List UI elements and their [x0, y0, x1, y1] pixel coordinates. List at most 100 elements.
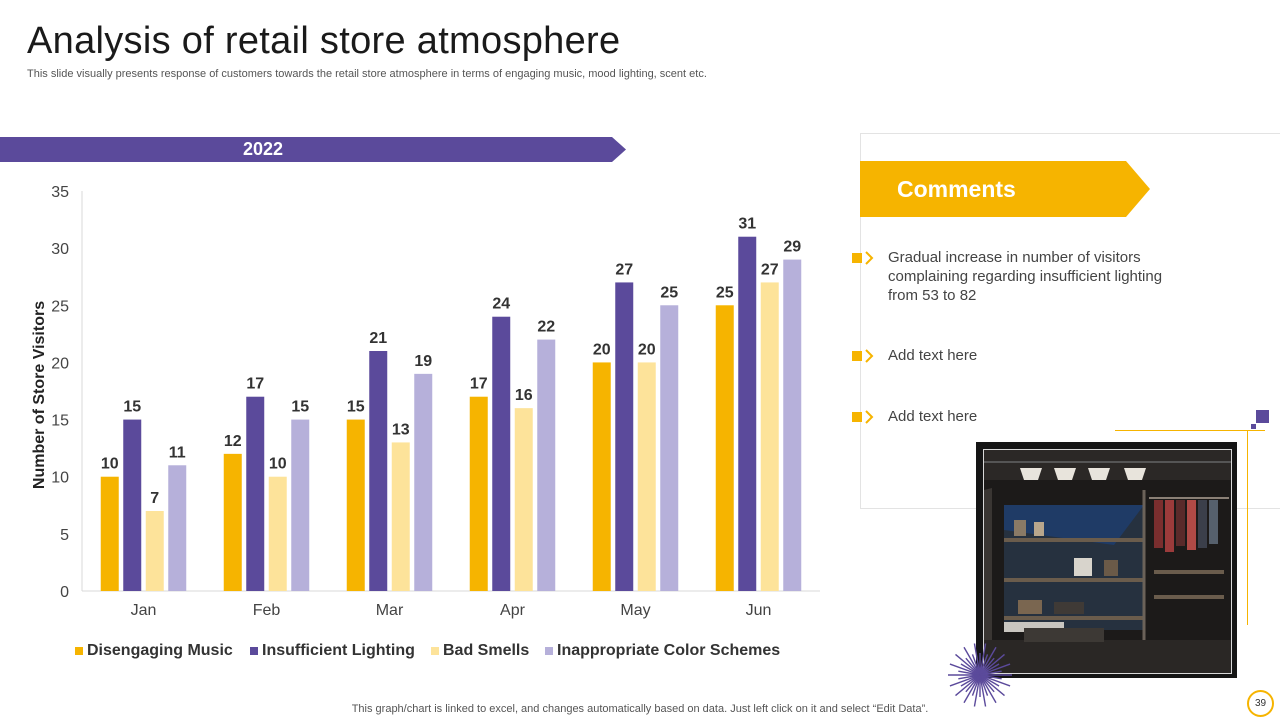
- x-tick-label: Jan: [131, 602, 157, 619]
- bar: [537, 339, 556, 591]
- y-tick-label: 5: [60, 527, 69, 544]
- comment-text: Gradual increase in number of visitors c…: [888, 249, 1163, 304]
- y-tick-label: 10: [51, 470, 69, 487]
- legend-swatch: [431, 647, 439, 655]
- data-label: 15: [291, 399, 309, 416]
- x-tick-label: Jun: [746, 602, 772, 619]
- bar: [492, 316, 511, 591]
- comment-text: Add text here: [888, 347, 978, 364]
- data-label: 17: [246, 376, 264, 393]
- bar: [592, 362, 611, 591]
- year-banner: 2022: [0, 137, 626, 162]
- starburst-ray: [979, 653, 1005, 676]
- bar: [414, 373, 433, 591]
- data-label: 7: [150, 490, 159, 507]
- chevron-bullet-icon: [852, 410, 874, 424]
- legend-swatch: [75, 647, 83, 655]
- starburst-ray: [949, 663, 981, 676]
- bar: [100, 476, 119, 591]
- x-tick-label: May: [620, 602, 650, 619]
- starburst-ray: [955, 653, 981, 676]
- legend-swatch: [250, 647, 258, 655]
- comment-text: Add text here: [888, 408, 978, 425]
- y-tick-label: 35: [51, 184, 69, 201]
- store-interior-photo: [983, 449, 1232, 674]
- bar: [268, 476, 287, 591]
- x-tick-label: Feb: [253, 602, 281, 619]
- y-tick-label: 0: [60, 584, 69, 601]
- starburst-ray: [955, 674, 981, 697]
- data-label: 20: [638, 341, 656, 358]
- data-label: 25: [716, 284, 734, 301]
- decorative-line: [1247, 430, 1248, 625]
- decorative-square: [1256, 410, 1269, 423]
- data-label: 11: [169, 444, 186, 461]
- bar: [291, 419, 310, 591]
- starburst-ray: [973, 674, 981, 707]
- bar: [123, 419, 142, 591]
- comments-header: Comments: [860, 161, 1150, 217]
- starburst-ray: [979, 643, 987, 676]
- data-label: 16: [515, 387, 533, 404]
- data-label: 29: [783, 239, 801, 256]
- page-subtitle: This slide visually presents response of…: [27, 68, 707, 80]
- bar: [514, 408, 533, 591]
- year-label: 2022: [242, 139, 284, 159]
- data-label: 20: [593, 341, 611, 358]
- legend-label: Inappropriate Color Schemes: [557, 642, 780, 659]
- data-label: 19: [414, 353, 432, 370]
- chevron-bullet-icon: [852, 349, 874, 363]
- data-label: 13: [392, 421, 410, 438]
- store-interior-photo-image: [984, 450, 1231, 673]
- data-label: 22: [537, 319, 555, 336]
- bar: [783, 259, 802, 591]
- y-tick-label: 20: [51, 355, 69, 372]
- page-title: Analysis of retail store atmosphere: [27, 20, 621, 62]
- data-label: 21: [369, 330, 387, 347]
- data-label: 15: [347, 399, 365, 416]
- bar: [346, 419, 365, 591]
- bar: [738, 236, 757, 591]
- starburst-icon: [948, 643, 1012, 707]
- x-tick-label: Mar: [376, 602, 404, 619]
- legend-label: Bad Smells: [443, 642, 529, 659]
- y-tick-label: 15: [51, 413, 69, 430]
- data-label: 12: [224, 433, 242, 450]
- legend-label: Disengaging Music: [87, 642, 233, 659]
- starburst-ray: [973, 643, 981, 676]
- data-label: 31: [738, 216, 756, 233]
- bar: [760, 282, 779, 591]
- bar: [715, 305, 734, 591]
- starburst-ray: [979, 674, 1011, 687]
- bar: [246, 396, 265, 591]
- bar: [469, 396, 488, 591]
- data-label: 24: [492, 296, 510, 313]
- data-label: 27: [761, 261, 779, 278]
- starburst-ray: [979, 674, 987, 707]
- data-label: 25: [660, 284, 678, 301]
- starburst-ray: [963, 674, 981, 704]
- bar: [660, 305, 679, 591]
- bar: [223, 453, 242, 591]
- data-label: 10: [101, 456, 119, 473]
- y-axis-label: Number of Store Visitors: [31, 301, 48, 489]
- data-label: 10: [269, 456, 287, 473]
- starburst-ray: [979, 670, 1002, 676]
- bar: [145, 511, 164, 591]
- bar: [391, 442, 410, 591]
- y-tick-label: 25: [51, 298, 69, 315]
- chevron-bullet-icon: [852, 251, 874, 265]
- data-label: 17: [470, 376, 488, 393]
- page-number: 39: [1247, 690, 1274, 717]
- starburst-ray: [979, 646, 997, 676]
- bar: [168, 465, 187, 591]
- decorative-square: [1251, 424, 1256, 429]
- data-label: 27: [615, 261, 633, 278]
- footnote: This graph/chart is linked to excel, and…: [351, 703, 929, 715]
- data-label: 15: [123, 399, 141, 416]
- starburst-ray: [979, 663, 1011, 676]
- decorative-line: [1115, 430, 1265, 431]
- bar: [369, 351, 388, 591]
- bar: [615, 282, 634, 591]
